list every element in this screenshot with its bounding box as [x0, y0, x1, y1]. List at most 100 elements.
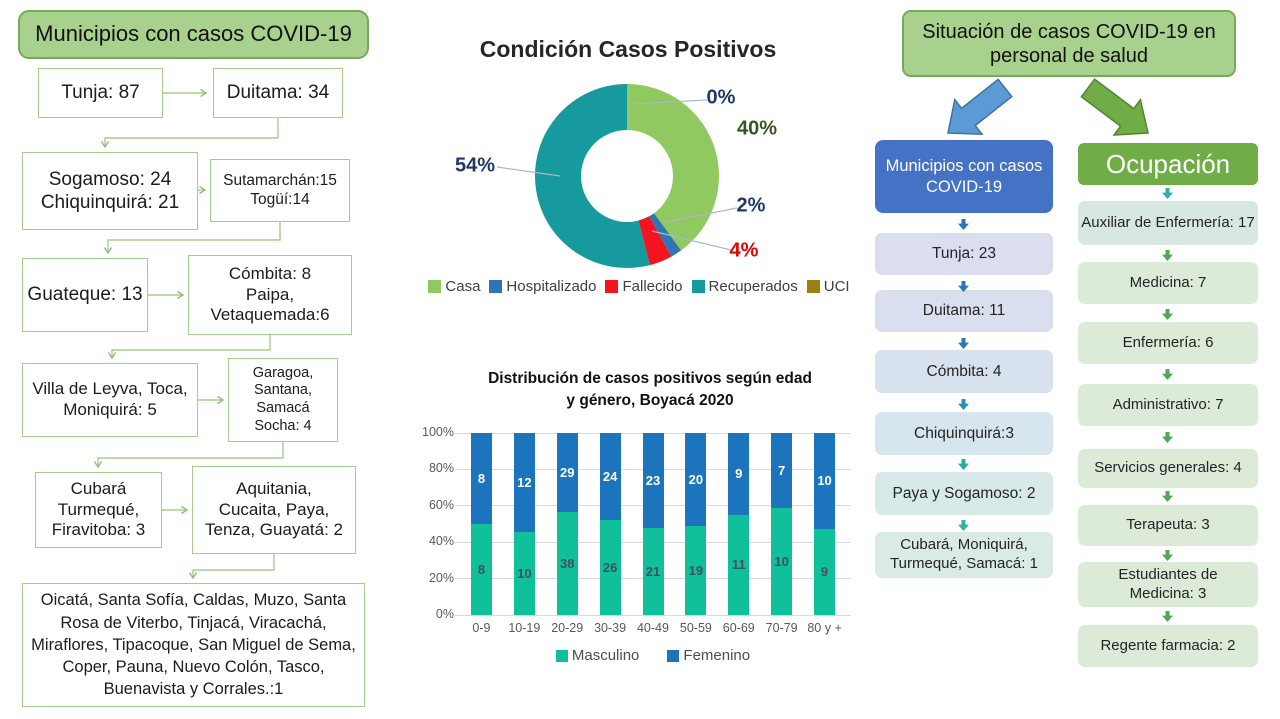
bar-segment-masculino: 8: [470, 524, 492, 615]
connector-aquitania-resto: [188, 554, 275, 580]
bar-value-femenino: 23: [645, 473, 661, 489]
x-axis-tick: 70-79: [765, 621, 798, 635]
bar-segment-femenino: 20: [685, 433, 707, 527]
bar-segment-masculino: 38: [556, 511, 578, 615]
bar-value-femenino: 7: [778, 462, 786, 478]
bar-value-femenino: 8: [477, 471, 486, 486]
municipio-item-duitama: Duitama: 11: [875, 290, 1053, 332]
down-arrow-icon: [1162, 188, 1173, 199]
legend-label-recuperados: Recuperados: [708, 278, 798, 295]
right-panel-title: Situación de casos COVID-19 en personal …: [902, 10, 1236, 77]
flow-box-duitama: Duitama: 34: [213, 68, 343, 118]
down-arrow-icon: [1162, 550, 1173, 561]
x-axis-tick: 20-29: [551, 621, 584, 635]
bar-segment-femenino: 29: [556, 433, 578, 512]
bar-value-masculino: 11: [731, 557, 746, 573]
bar-segment-femenino: 7: [771, 433, 793, 508]
ocupacion-item-medicina: Medicina: 7: [1078, 262, 1258, 304]
x-axis-tick: 60-69: [722, 621, 755, 635]
flow-box-garagoa: Garagoa, Santana, Samacá Socha: 4: [228, 358, 338, 442]
leader-4: [651, 230, 732, 251]
bar-10-19: 12 10: [513, 433, 535, 615]
flow-box-otros-municipios: Oicatá, Santa Sofía, Caldas, Muzo, Santa…: [22, 583, 365, 707]
bar-segment-femenino: 24: [599, 433, 621, 521]
bar-segment-masculino: 19: [685, 526, 707, 615]
leader-0: [631, 99, 708, 105]
bar-segment-masculino: 10: [771, 507, 793, 615]
ocupacion-item-administrativo: Administrativo: 7: [1078, 384, 1258, 426]
ocupacion-item-terapeuta: Terapeuta: 3: [1078, 505, 1258, 546]
ocupacion-item-regente-farmacia: Regente farmacia: 2: [1078, 625, 1258, 667]
ocupacion-item-enfermeria: Enfermería: 6: [1078, 322, 1258, 364]
bar-value-masculino: 9: [820, 564, 829, 580]
down-arrow-icon: [1162, 491, 1173, 502]
ocupacion-item-estudiantes: Estudiantes de Medicina: 3: [1078, 562, 1258, 607]
flow-box-sutamarchan: Sutamarchán:15 Togüí:14: [210, 159, 350, 222]
legend-item-uci: UCI: [806, 278, 850, 295]
bar-value-masculino: 26: [602, 560, 618, 576]
donut-slice-hospitalizado: [649, 213, 682, 257]
legend-swatch-masculino: [555, 649, 568, 662]
bar-value-masculino: 38: [559, 555, 575, 571]
down-arrow-icon: [1162, 432, 1173, 443]
bar-50-59: 20 19: [685, 433, 707, 615]
legend-label-masculino: Masculino: [571, 647, 640, 664]
block-arrow-green: [1080, 78, 1149, 136]
bar-segment-femenino: 8: [470, 433, 492, 524]
donut-leader-lines: [496, 99, 738, 251]
down-arrow-icon: [1162, 250, 1173, 261]
municipio-item-combita: Cómbita: 4: [875, 350, 1053, 393]
down-arrow-icon: [958, 281, 969, 292]
legend-label-femenino: Femenino: [683, 647, 751, 664]
y-axis-tick: 20%: [428, 570, 454, 585]
down-arrow-icon: [958, 338, 969, 349]
bar-segment-femenino: 23: [642, 433, 664, 529]
legend-label-casa: Casa: [445, 278, 481, 295]
legend-item-recuperados: Recuperados: [691, 278, 798, 295]
y-axis-tick: 0%: [435, 607, 454, 621]
block-arrow-blue: [947, 78, 1013, 136]
bar-value-femenino: 10: [817, 473, 832, 489]
gridline: [455, 614, 851, 616]
left-panel-title: Municipios con casos COVID-19: [18, 10, 369, 59]
legend-item-masculino: Masculino: [555, 647, 640, 664]
legend-label-uci: UCI: [823, 278, 850, 295]
legend-label-fallecido: Fallecido: [622, 278, 683, 295]
donut-chart-title: Condición Casos Positivos: [479, 36, 777, 62]
bar-segment-masculino: 11: [728, 514, 750, 615]
bar-value-femenino: 12: [517, 475, 532, 491]
bar-value-femenino: 24: [602, 469, 618, 485]
bar-chart-plot-area: 8 8 12 10 29 38 24 26 23 21 20 19 9 11 7 10 10 9: [455, 432, 851, 616]
bar-value-masculino: 10: [517, 566, 532, 582]
legend-item-femenino: Femenino: [667, 647, 750, 664]
connector-duitama-sogamoso: [100, 118, 279, 149]
donut-slice-casa: [627, 84, 719, 251]
donut-chart: [534, 84, 719, 268]
x-axis-tick: 80 y +: [807, 621, 842, 635]
legend-item-fallecido: Fallecido: [605, 278, 683, 295]
flow-box-sogamoso: Sogamoso: 24 Chiquinquirá: 21: [22, 152, 198, 230]
y-axis-tick: 80%: [428, 461, 454, 476]
y-axis-tick: 100%: [422, 425, 454, 439]
bar-value-femenino: 9: [735, 466, 743, 482]
legend-item-hospitalizado: Hospitalizado: [489, 278, 596, 295]
x-axis-tick: 40-49: [636, 621, 669, 635]
x-axis-tick: 0-9: [472, 621, 491, 635]
flow-box-cubara: Cubará Turmequé, Firavitoba: 3: [35, 472, 162, 548]
donut-callout-hospitalizado: 2%: [736, 194, 766, 217]
bar-70-79: 7 10: [771, 433, 793, 615]
donut-slice-recuperados: [534, 84, 650, 268]
x-axis-tick: 10-19: [508, 621, 541, 635]
bar-value-masculino: 10: [774, 553, 789, 569]
legend-label-hospitalizado: Hospitalizado: [506, 278, 597, 295]
municipio-item-tunja: Tunja: 23: [875, 233, 1053, 275]
leader-54: [496, 166, 561, 177]
bar-chart-title: Distribución de casos positivos según ed…: [488, 370, 812, 409]
legend-swatch-fallecido: [605, 280, 619, 293]
legend-swatch-hospitalizado: [489, 280, 503, 293]
bar-chart-legend: Masculino Femenino: [460, 647, 846, 664]
municipio-item-paya-sogamoso: Paya y Sogamoso: 2: [875, 472, 1053, 515]
connector-garagoa-cubara: [93, 442, 284, 469]
bar-20-29: 29 38: [556, 433, 578, 615]
